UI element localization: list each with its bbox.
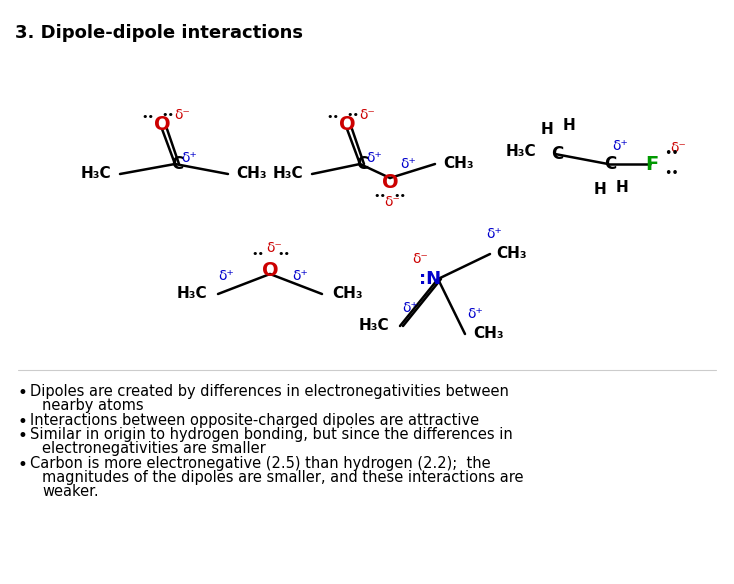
Text: O: O <box>153 114 170 134</box>
Text: Carbon is more electronegative (2.5) than hydrogen (2.2);  the: Carbon is more electronegative (2.5) tha… <box>30 456 490 471</box>
Text: ••: •• <box>664 148 680 161</box>
Text: electronegativities are smaller: electronegativities are smaller <box>42 441 266 456</box>
Text: δ⁻: δ⁻ <box>174 108 190 122</box>
Text: ••: •• <box>346 110 360 120</box>
Text: δ⁻: δ⁻ <box>384 195 400 209</box>
Text: H₃C: H₃C <box>81 166 112 182</box>
Text: δ⁺: δ⁺ <box>402 301 418 315</box>
Text: C: C <box>356 155 368 173</box>
Text: δ⁺: δ⁺ <box>612 139 628 153</box>
Text: ••: •• <box>277 249 291 259</box>
Text: δ⁺: δ⁺ <box>400 157 416 171</box>
Text: δ⁻: δ⁻ <box>412 252 428 266</box>
Text: C: C <box>551 145 563 163</box>
Text: δ⁻: δ⁻ <box>266 241 282 255</box>
Text: Dipoles are created by differences in electronegativities between: Dipoles are created by differences in el… <box>30 384 509 399</box>
Text: δ⁺: δ⁺ <box>486 227 502 241</box>
Text: δ⁺: δ⁺ <box>292 269 308 283</box>
Text: •: • <box>18 456 28 474</box>
Text: magnitudes of the dipoles are smaller, and these interactions are: magnitudes of the dipoles are smaller, a… <box>42 470 523 485</box>
Text: δ⁻: δ⁻ <box>359 108 375 122</box>
Text: ••: •• <box>393 191 407 201</box>
Text: H: H <box>541 123 553 137</box>
Text: weaker.: weaker. <box>42 484 98 499</box>
Text: •: • <box>18 384 28 402</box>
Text: CH₃: CH₃ <box>236 166 267 182</box>
Text: C: C <box>604 155 616 173</box>
Text: ••: •• <box>374 191 387 201</box>
Text: δ⁺: δ⁺ <box>366 151 382 165</box>
Text: •: • <box>18 427 28 445</box>
Text: CH₃: CH₃ <box>497 246 527 262</box>
Text: ••: •• <box>327 112 340 122</box>
Text: ••: •• <box>664 168 680 180</box>
Text: δ⁺: δ⁺ <box>218 269 234 283</box>
Text: δ⁺: δ⁺ <box>181 151 197 165</box>
Text: ••: •• <box>161 110 175 120</box>
Text: C: C <box>171 155 183 173</box>
Text: :N: :N <box>419 270 441 288</box>
Text: 3. Dipole-dipole interactions: 3. Dipole-dipole interactions <box>15 24 303 42</box>
Text: CH₃: CH₃ <box>443 157 474 172</box>
Text: O: O <box>338 114 355 134</box>
Text: δ⁺: δ⁺ <box>467 307 483 321</box>
Text: O: O <box>382 172 399 192</box>
Text: H: H <box>563 119 575 134</box>
Text: Interactions between opposite-charged dipoles are attractive: Interactions between opposite-charged di… <box>30 413 479 428</box>
Text: H₃C: H₃C <box>506 144 537 159</box>
Text: ••: •• <box>142 112 154 122</box>
Text: F: F <box>645 155 658 173</box>
Text: H₃C: H₃C <box>359 318 389 333</box>
Text: Similar in origin to hydrogen bonding, but since the differences in: Similar in origin to hydrogen bonding, b… <box>30 427 513 442</box>
Text: H: H <box>594 182 606 197</box>
Text: CH₃: CH₃ <box>473 326 504 342</box>
Text: CH₃: CH₃ <box>333 287 363 301</box>
Text: nearby atoms: nearby atoms <box>42 398 144 413</box>
Text: H: H <box>616 180 628 196</box>
Text: δ⁻: δ⁻ <box>670 141 686 155</box>
Text: ••: •• <box>252 249 264 259</box>
Text: H₃C: H₃C <box>177 287 207 301</box>
Text: H₃C: H₃C <box>273 166 303 182</box>
Text: •: • <box>18 413 28 431</box>
Text: O: O <box>262 260 278 280</box>
